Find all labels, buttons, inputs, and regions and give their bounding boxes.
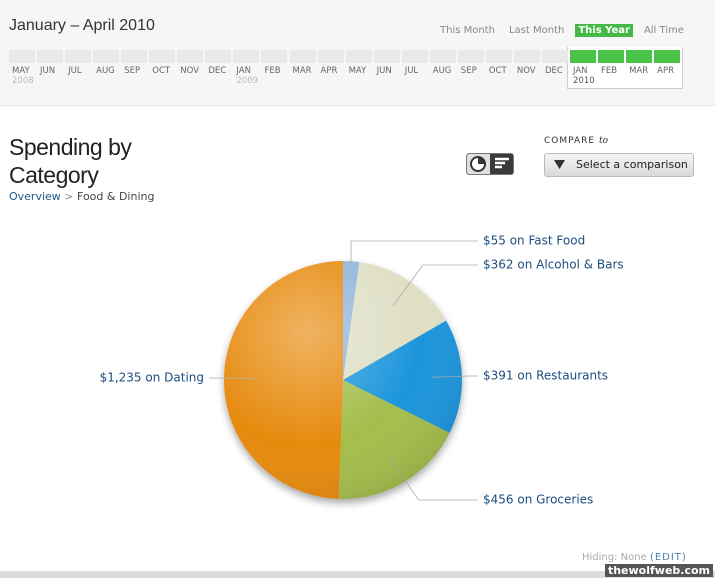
timeline-month: OCT	[152, 66, 171, 76]
separator: >	[64, 190, 74, 203]
timeline-month: JAN	[236, 66, 251, 76]
value-label: $362 on Alcohol & Bars	[483, 258, 624, 272]
timeline-month: DEC	[208, 66, 227, 76]
timeline-month-block[interactable]	[149, 50, 176, 63]
section-title: Spending by Category	[9, 134, 132, 188]
timeline-month-block[interactable]	[37, 50, 64, 63]
timeline-month-block[interactable]	[570, 50, 596, 63]
value-label: $456 on Groceries	[483, 493, 593, 507]
period-button[interactable]: This Month	[440, 25, 495, 36]
timeline-month: JAN	[573, 66, 588, 76]
timeline-year: 2009	[236, 76, 259, 86]
timeline-month-block[interactable]	[177, 50, 204, 63]
timeline-month-block[interactable]	[429, 50, 456, 63]
timeline-month: JUN	[376, 66, 392, 76]
timeline-month: APR	[657, 66, 674, 76]
timeline-month-block[interactable]	[626, 50, 653, 63]
timeline-month: FEB	[264, 66, 281, 76]
timeline-month: MAY	[348, 66, 367, 76]
timeline-month-block[interactable]	[65, 50, 92, 63]
timeline-month-block[interactable]	[654, 50, 681, 63]
timeline-month: JUL	[404, 66, 419, 76]
timeline-month-block[interactable]	[233, 50, 260, 63]
timeline-month-block[interactable]	[485, 50, 512, 63]
timeline-month: MAR	[629, 66, 649, 76]
breadcrumb-current: Food & Dining	[77, 190, 155, 203]
timeline-month: FEB	[601, 66, 618, 76]
timeline-month: SEP	[460, 66, 477, 76]
pie-slice	[223, 261, 343, 499]
timeline-month: SEP	[124, 66, 141, 76]
breadcrumb: Overview > Food & Dining	[9, 190, 154, 203]
timeline-month: JUL	[68, 66, 82, 76]
timeline-month-block[interactable]	[93, 50, 120, 63]
compare-button-text: Select a comparison	[576, 158, 688, 171]
pie-icon-slice	[478, 157, 485, 164]
compare-button[interactable]: Select a comparison	[544, 153, 694, 177]
timeline-month-block[interactable]	[541, 50, 568, 63]
period-button[interactable]: All Time	[643, 25, 684, 36]
dropdown-arrow	[554, 160, 565, 169]
timeline-month-block[interactable]	[317, 50, 344, 63]
period-button[interactable]: This Year	[575, 24, 633, 37]
timeline-month-block[interactable]	[345, 50, 372, 63]
timeline-month-block[interactable]	[513, 50, 540, 63]
timeline-month-block[interactable]	[9, 50, 35, 63]
timeline-month-block[interactable]	[205, 50, 232, 63]
timeline-month: OCT	[488, 66, 507, 76]
timeline-month-block[interactable]	[289, 50, 316, 63]
timeline-month: MAR	[292, 66, 312, 76]
timeline-month: DEC	[544, 66, 563, 76]
timeline-year: 2008	[12, 76, 34, 86]
bar-icon	[495, 157, 509, 169]
value-label: $391 on Restaurants	[483, 369, 608, 383]
timeline-month: NOV	[180, 66, 200, 76]
footer-bar	[0, 571, 715, 578]
timeline-month-block[interactable]	[121, 50, 148, 63]
chart-type-toggle[interactable]	[466, 153, 514, 175]
timeline-month: MAY	[12, 66, 30, 76]
timeline-month-block[interactable]	[373, 50, 400, 63]
watermark: thewolfweb.com	[604, 564, 713, 577]
breadcrumb-link[interactable]: Overview	[9, 190, 61, 203]
edit-link[interactable]: (EDIT)	[649, 552, 687, 563]
timeline-month: NOV	[516, 66, 536, 76]
timeline-month: APR	[320, 66, 338, 76]
compare-text: COMPARE	[544, 136, 596, 146]
timeline-month-block[interactable]	[598, 50, 625, 63]
timeline-month-block[interactable]	[401, 50, 428, 63]
period-buttons: This Month Last Month This Year All Time	[437, 24, 687, 37]
period-button[interactable]: Last Month	[508, 25, 565, 36]
timeline-month: JUN	[40, 66, 56, 76]
value-label: $1,235 on Dating	[100, 371, 204, 385]
compare-to: to	[598, 136, 609, 146]
timeline-year: 2010	[573, 76, 595, 86]
header: January – April 2010 This Month Last Mont…	[0, 0, 715, 106]
value-label: $55 on Fast Food	[483, 234, 585, 248]
hiding-info: Hiding: None (EDIT)	[582, 552, 687, 563]
hiding-text: Hiding: None	[582, 552, 647, 563]
compare-label: COMPARE to	[544, 136, 608, 146]
date-range-title: January – April 2010	[9, 17, 155, 34]
timeline-month-block[interactable]	[261, 50, 288, 63]
timeline-month: AUG	[96, 66, 115, 76]
timeline-month-block[interactable]	[457, 50, 484, 63]
pie	[223, 261, 462, 500]
leader-line	[350, 240, 478, 264]
timeline-month: AUG	[432, 66, 452, 76]
